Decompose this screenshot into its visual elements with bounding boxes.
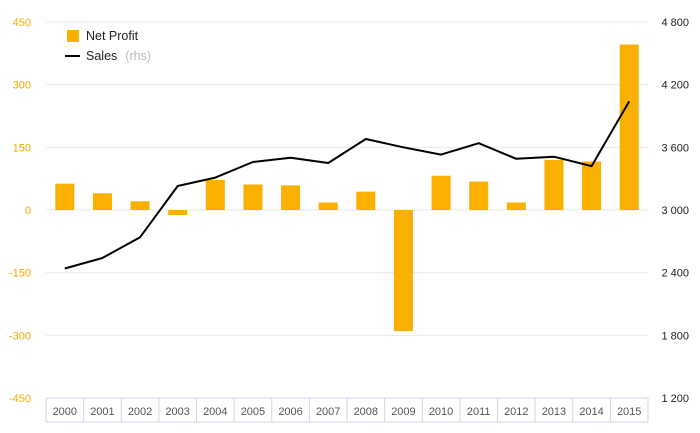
legend-swatch-net-profit [67,30,79,42]
net-profit-bar [506,202,526,210]
x-tick-label: 2012 [504,406,528,418]
net-profit-bar [55,183,75,210]
right-axis-ticks: 4 800 4 200 3 600 3 000 2 400 1 800 1 200 [661,17,689,405]
legend: Net Profit Sales (rhs) [65,29,151,64]
x-tick-label: 2006 [278,406,302,418]
net-profit-bar [130,201,150,210]
x-tick-label: 2008 [354,406,378,418]
net-profit-bar [544,159,564,210]
right-tick-label: 3 000 [661,205,689,217]
left-tick-label: 0 [25,205,31,217]
net-profit-bar [431,175,451,210]
net-profit-bar [205,179,225,210]
net-profit-bar [318,202,338,210]
x-tick-label: 2009 [391,406,415,418]
legend-label-net-profit: Net Profit [86,29,139,43]
x-tick-label: 2014 [579,406,603,418]
left-axis-ticks: 450 300 150 0 -150 -300 -450 [9,17,31,405]
x-tick-label: 2013 [542,406,566,418]
sales-line-layer [64,100,631,270]
x-tick-label: 2000 [53,406,77,418]
net-profit-bar [469,181,489,210]
left-tick-label: -450 [9,393,31,405]
net-profit-bar [582,161,602,210]
net-profit-bar [243,184,263,210]
x-tick-label: 2005 [241,406,265,418]
left-tick-label: 450 [13,17,31,29]
x-tick-label: 2004 [203,406,227,418]
right-tick-label: 1 800 [661,330,689,342]
left-tick-label: 150 [13,142,31,154]
net-profit-bar [356,191,376,210]
net-profit-bar [281,185,301,210]
left-tick-label: -300 [9,330,31,342]
x-tick-label: 2010 [429,406,453,418]
right-tick-label: 4 800 [661,17,689,29]
net-profit-bar [619,44,639,211]
x-tick-label: 2015 [617,406,641,418]
legend-label-sales-suffix: (rhs) [125,49,151,63]
net-profit-bar [393,210,413,332]
x-tick-label: 2001 [90,406,114,418]
x-tick-label: 2011 [467,406,491,418]
right-tick-label: 1 200 [661,393,689,405]
x-tick-label: 2002 [128,406,152,418]
net-profit-bars [55,44,639,332]
legend-label-sales-group: Sales (rhs) [86,47,151,64]
left-tick-label: 300 [13,80,31,92]
x-tick-label: 2003 [165,406,189,418]
right-tick-label: 2 400 [661,268,689,280]
right-tick-label: 4 200 [661,80,689,92]
net-profit-bar [92,193,112,210]
x-tick-label: 2007 [316,406,340,418]
x-axis: 2000 2001 2002 2003 2004 2005 2006 2007 2008 2009… [45,397,649,423]
right-tick-label: 3 600 [661,142,689,154]
legend-label-sales: Sales [86,49,117,63]
left-tick-label: -150 [9,268,31,280]
sales-line [64,100,631,270]
net-profit-bar [168,210,188,216]
